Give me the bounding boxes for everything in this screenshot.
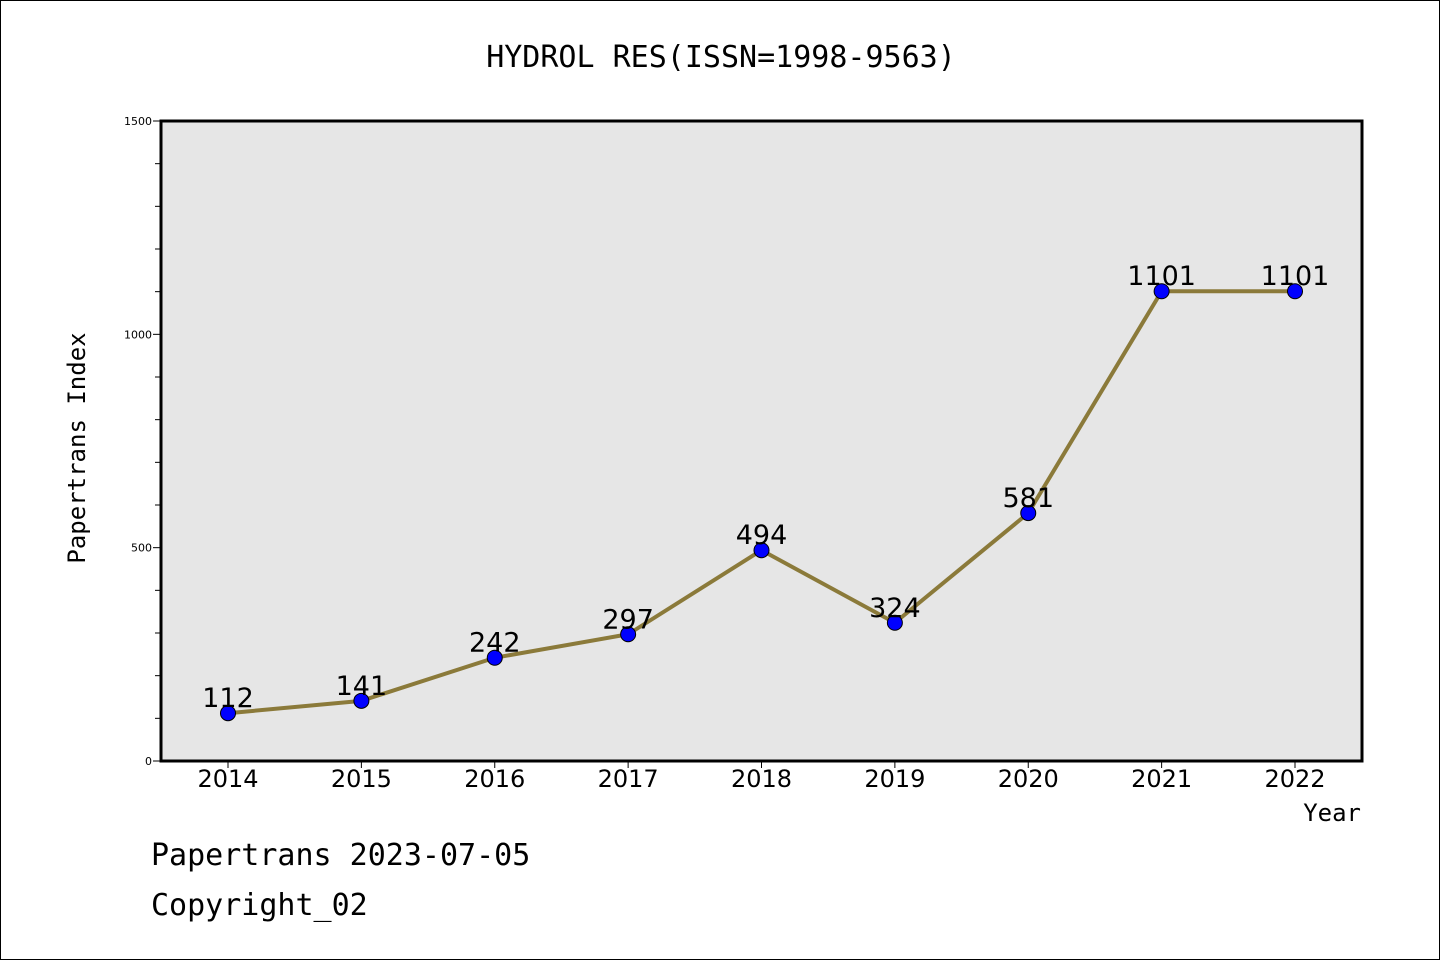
y-tick-label: 0 <box>145 755 152 768</box>
y-tick-label: 1000 <box>124 328 152 341</box>
y-axis-label: Papertrans Index <box>63 332 91 563</box>
data-point <box>486 649 503 666</box>
data-point <box>886 614 903 631</box>
data-label: 112 <box>202 683 254 714</box>
x-tick-label: 2019 <box>864 765 925 793</box>
x-tick-label: 2016 <box>464 765 525 793</box>
y-axis: 0 500 1000 1500 <box>124 115 161 768</box>
y-tick-label: 500 <box>131 542 152 555</box>
plot-area <box>159 119 1364 763</box>
data-label: 242 <box>469 628 521 659</box>
data-label: 494 <box>736 520 788 551</box>
data-point <box>1287 283 1303 300</box>
data-labels: 112 141 242 297 494 324 581 1101 1101 <box>202 261 1329 714</box>
data-point <box>353 692 370 709</box>
data-label: 581 <box>1002 483 1054 514</box>
data-point <box>220 705 236 722</box>
x-axis-label: Year <box>1303 799 1361 827</box>
x-axis: 2014 2015 2016 2017 2018 2019 2020 2021 2022 <box>197 761 1326 793</box>
y-tick-label: 1500 <box>124 115 152 128</box>
x-tick-label: 2014 <box>197 765 258 793</box>
data-point <box>1153 283 1170 300</box>
x-tick-label: 2021 <box>1131 765 1192 793</box>
data-point <box>620 626 637 643</box>
series-line-group <box>220 283 1303 722</box>
data-label: 1101 <box>1127 261 1196 292</box>
x-tick-label: 2015 <box>331 765 392 793</box>
data-point <box>753 542 770 559</box>
data-label: 1101 <box>1261 261 1330 292</box>
footer-copyright: Copyright_02 <box>151 888 368 923</box>
chart-title: HYDROL RES(ISSN=1998-9563) <box>486 40 956 75</box>
x-tick-label: 2022 <box>1264 765 1325 793</box>
x-tick-label: 2017 <box>598 765 659 793</box>
footer-date: Papertrans 2023-07-05 <box>151 838 530 873</box>
data-label: 324 <box>869 593 921 624</box>
data-label: 141 <box>336 671 388 702</box>
data-point <box>1020 505 1037 522</box>
data-label: 297 <box>602 604 654 635</box>
x-tick-label: 2020 <box>998 765 1059 793</box>
x-tick-label: 2018 <box>731 765 792 793</box>
